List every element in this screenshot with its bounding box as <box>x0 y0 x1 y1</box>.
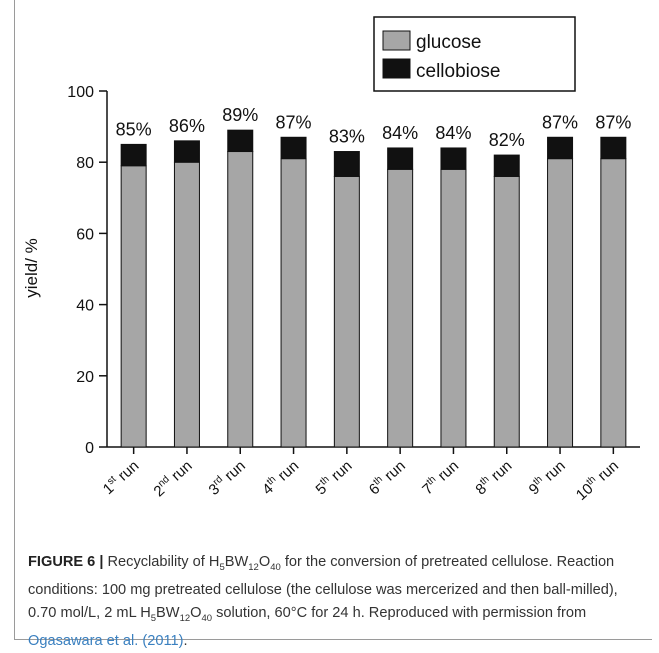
x-tick-label: 4th run <box>259 457 303 499</box>
caption-text: solution, 60°C for 24 h. Reproduced with… <box>212 604 587 621</box>
bar-segment-cellobiose <box>227 129 254 153</box>
x-tick-label: 6th run <box>365 457 409 499</box>
data-label: 83% <box>329 127 365 147</box>
caption-text: . <box>183 633 188 650</box>
bar-segment-cellobiose <box>173 140 200 163</box>
x-tick-label: 7th run <box>418 457 462 499</box>
caption-text: Recyclability of H <box>103 554 220 570</box>
x-tick-label: 8th run <box>472 457 516 499</box>
caption-text: BW <box>224 554 249 570</box>
x-tick-label: 9th run <box>525 457 569 499</box>
bar-segment-glucose <box>547 158 574 448</box>
y-tick-label: 100 <box>67 84 94 101</box>
bar-chart: glucose cellobiose 0 20 40 60 80 100 85% 86% 89… <box>22 16 640 504</box>
data-label: 89% <box>222 105 258 125</box>
data-label: 87% <box>595 112 631 132</box>
y-axis-label: yield/ % <box>22 238 41 298</box>
x-tick-label: 3rd run <box>205 457 249 499</box>
bar-segment-glucose <box>280 158 307 448</box>
bar-segment-glucose <box>120 165 147 448</box>
bar-segment-cellobiose <box>547 136 574 160</box>
data-label: 87% <box>542 112 578 132</box>
caption-subscript: 40 <box>201 612 213 624</box>
legend-label-cellobiose: cellobiose <box>416 61 501 82</box>
bar-segment-cellobiose <box>120 143 147 167</box>
x-tick-label: 2nd run <box>150 457 196 501</box>
bar-segment-glucose <box>440 168 467 448</box>
caption-text: BW <box>156 604 180 621</box>
data-label: 85% <box>116 119 152 139</box>
legend-label-glucose: glucose <box>416 32 482 53</box>
caption-subscript: 5 <box>219 561 225 573</box>
legend-swatch-cellobiose <box>382 58 411 79</box>
caption-subscript: 12 <box>179 612 191 624</box>
bar-segment-cellobiose <box>387 147 414 170</box>
bar-segment-cellobiose <box>280 136 307 160</box>
figure-caption: FIGURE 6 | Recyclability of H5BW12O40 fo… <box>28 551 638 653</box>
bar-segment-cellobiose <box>440 147 467 170</box>
bars <box>120 129 627 448</box>
bar-segment-glucose <box>493 175 520 448</box>
y-tick-label: 60 <box>76 226 94 243</box>
bar-segment-glucose <box>387 168 414 448</box>
data-labels: 85% 86% 89% 87% 83% 84% 84% 82% 87% 87% <box>116 105 632 150</box>
data-label: 82% <box>489 130 525 150</box>
caption-subscript: 40 <box>270 561 281 573</box>
x-tick-label: 10th run <box>572 457 622 504</box>
bar-segment-cellobiose <box>333 151 360 177</box>
legend-box <box>373 16 576 92</box>
bar-segment-glucose <box>173 161 200 448</box>
caption-subscript: 5 <box>150 612 157 624</box>
bar-segment-glucose <box>333 175 360 448</box>
reference-link[interactable]: Ogasawara et al. (2011) <box>28 633 184 650</box>
y-tick-label: 40 <box>76 298 94 315</box>
x-tick-label: 5th run <box>312 457 356 499</box>
caption-text: O <box>258 554 271 570</box>
caption-text: O <box>190 604 202 621</box>
legend-swatch-glucose <box>382 30 411 51</box>
bar-segment-cellobiose <box>493 154 520 177</box>
data-label: 87% <box>276 112 312 132</box>
data-label: 86% <box>169 116 205 136</box>
caption-text: for the conversion of pretreated cellulo… <box>28 554 618 621</box>
figure-label: FIGURE 6 | <box>28 554 104 570</box>
figure-frame <box>14 0 652 640</box>
y-tick-label: 0 <box>85 440 94 457</box>
caption-subscript: 12 <box>248 561 259 573</box>
bar-segment-cellobiose <box>600 136 627 160</box>
legend: glucose cellobiose <box>373 16 576 92</box>
y-tick-label: 20 <box>76 369 94 386</box>
x-tick-label: 1st run <box>99 457 142 498</box>
y-tick-label: 80 <box>76 155 94 172</box>
bar-segment-glucose <box>227 151 254 448</box>
data-label: 84% <box>435 123 471 143</box>
data-label: 84% <box>382 123 418 143</box>
bar-segment-glucose <box>600 158 627 448</box>
